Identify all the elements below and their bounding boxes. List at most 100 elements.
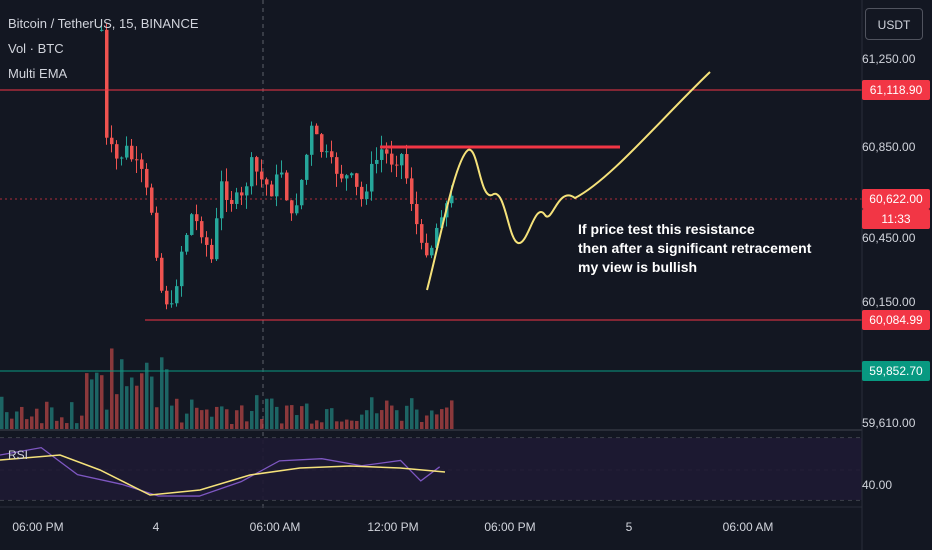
volume-bar: [45, 401, 49, 430]
candle-body: [250, 157, 254, 187]
volume-legend[interactable]: Vol · BTC: [8, 41, 64, 56]
volume-bar: [365, 410, 369, 430]
volume-bar: [275, 406, 279, 430]
volume-bar: [145, 362, 149, 430]
annotation-line: then after a significant retracement: [578, 240, 812, 256]
volume-bar: [310, 423, 314, 430]
volume-bar: [440, 409, 444, 430]
price-label: 60,150.00: [862, 295, 916, 309]
candle-body: [240, 192, 244, 196]
candle-body: [115, 144, 119, 159]
candle-body: [100, 29, 104, 31]
volume-bar: [295, 415, 299, 430]
candle-body: [165, 290, 169, 305]
volume-bar: [450, 400, 454, 430]
volume-bar: [160, 357, 164, 430]
candle-body: [385, 149, 389, 154]
rsi-line: [0, 446, 441, 497]
volume-bar: [60, 417, 64, 430]
volume-bar: [35, 408, 39, 430]
volume-bar: [340, 421, 344, 430]
volume-bar: [225, 409, 229, 430]
volume-bar: [165, 369, 169, 430]
volume-bar: [120, 359, 124, 430]
candle-body: [195, 214, 199, 222]
countdown-tag: 11:33: [862, 209, 930, 229]
volume-bar: [220, 406, 224, 430]
volume-bar: [240, 405, 244, 430]
currency-button[interactable]: USDT: [865, 8, 923, 40]
candle-body: [375, 159, 379, 164]
volume-bar: [55, 420, 59, 430]
volume-bar: [125, 386, 129, 430]
candle-body: [420, 224, 424, 243]
projection-path: [426, 71, 711, 291]
candle-body: [435, 227, 439, 248]
volume-bar: [350, 420, 354, 430]
candle-body: [175, 286, 179, 304]
current-price-tag: 60,622.00: [862, 189, 930, 209]
volume-bar: [5, 412, 9, 430]
volume-bar: [90, 379, 94, 430]
volume-bar: [205, 409, 209, 430]
candle-body: [160, 257, 164, 291]
volume-bar: [385, 400, 389, 430]
candle-body: [170, 303, 174, 305]
volume-bar: [360, 414, 364, 430]
symbol-title[interactable]: Bitcoin / TetherUS, 15, BINANCE: [8, 16, 199, 31]
time-label: 06:00 AM: [722, 520, 774, 534]
volume-bar: [415, 409, 419, 430]
volume-bar: [375, 413, 379, 430]
candle-body: [415, 204, 419, 225]
candle-body: [275, 174, 279, 197]
candle-body: [365, 191, 369, 200]
volume-bar: [180, 422, 184, 430]
candle-body: [150, 187, 154, 213]
candle-body: [285, 172, 289, 201]
volume-bar: [355, 420, 359, 430]
candle-body: [350, 173, 354, 176]
volume-bar: [65, 423, 69, 430]
candle-body: [315, 125, 319, 135]
volume-bar: [95, 372, 99, 430]
candle-body: [155, 212, 159, 258]
volume-bar: [150, 376, 154, 430]
candle-body: [145, 168, 149, 188]
candle-body: [355, 173, 359, 187]
candle-body: [235, 192, 239, 204]
candle-body: [105, 29, 109, 138]
candle-body: [225, 181, 229, 200]
candle-body: [280, 172, 284, 175]
candle-body: [110, 137, 114, 145]
volume-bar: [345, 419, 349, 430]
volume-bar: [390, 405, 394, 430]
volume-bar: [20, 406, 24, 430]
support-price-tag: 60,084.99: [862, 310, 930, 330]
price-label: 60,450.00: [862, 231, 916, 245]
volume-bar: [170, 405, 174, 430]
rsi-level-label: 40.00: [862, 478, 893, 492]
volume-bar: [325, 409, 329, 430]
resistance-price-tag: 61,118.90: [862, 80, 930, 100]
volume-bar: [300, 406, 304, 430]
volume-bar: [100, 375, 104, 430]
candle-body: [425, 242, 429, 256]
candle-body: [345, 175, 349, 179]
ema-legend[interactable]: Multi EMA: [8, 66, 68, 81]
candle-body: [340, 173, 344, 179]
time-label: 06:00 PM: [484, 520, 536, 534]
candle-body: [245, 186, 249, 196]
candle-body: [320, 134, 324, 152]
volume-bar: [115, 394, 119, 430]
candle-body: [360, 186, 364, 200]
annotation-line: If price test this resistance: [578, 221, 755, 237]
annotation-text[interactable]: If price test this resistance then after…: [578, 220, 811, 277]
volume-bar: [235, 410, 239, 430]
low-price-tag: 59,852.70: [862, 361, 930, 381]
rsi-legend[interactable]: RSI: [8, 448, 29, 462]
time-label: 12:00 PM: [367, 520, 419, 534]
candle-body: [400, 154, 404, 166]
candle-body: [310, 125, 314, 155]
volume-bar: [370, 397, 374, 430]
